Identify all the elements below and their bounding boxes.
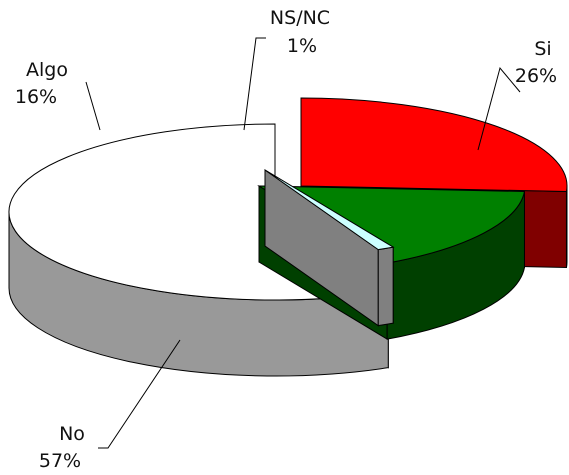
slice-nsnc-side bbox=[377, 246, 394, 327]
slice-si-top bbox=[300, 97, 568, 193]
label-algo-value: 16% bbox=[15, 86, 57, 108]
label-si-value: 26% bbox=[515, 65, 557, 87]
label-nsnc-value: 1% bbox=[287, 35, 317, 57]
leader-line-si bbox=[477, 66, 521, 151]
leader-line-no bbox=[98, 339, 181, 449]
label-algo-name: Algo bbox=[26, 59, 68, 81]
label-nsnc-name: NS/NC bbox=[270, 7, 330, 29]
label-si-name: Si bbox=[534, 38, 551, 60]
slice-nsnc-top bbox=[264, 169, 395, 251]
pie-slices bbox=[8, 97, 568, 377]
leader-line-algo bbox=[85, 81, 101, 131]
slice-algo-top bbox=[257, 185, 526, 264]
slice-si-side bbox=[565, 185, 568, 268]
label-no-value: 57% bbox=[39, 450, 81, 472]
leader-line-nsnc bbox=[243, 37, 266, 131]
label-no-name: No bbox=[59, 423, 85, 445]
